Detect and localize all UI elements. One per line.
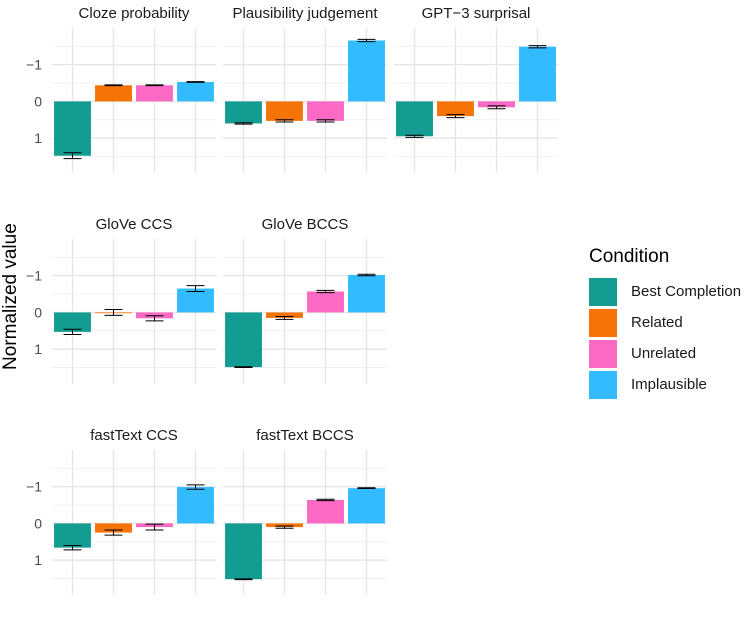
bar <box>266 312 303 318</box>
bar <box>266 101 303 121</box>
bar <box>348 488 385 524</box>
bar <box>348 274 385 313</box>
panel: fastText BCCS <box>223 427 387 595</box>
y-tick-label: −1 <box>26 268 42 284</box>
bar <box>307 291 344 313</box>
panel-title: GloVe CCS <box>96 216 173 233</box>
y-axis-title: Normalized value <box>0 223 21 370</box>
legend-label: Implausible <box>631 376 707 393</box>
legend-swatch <box>589 339 617 368</box>
bar <box>95 523 132 533</box>
legend: Condition Best Completion Related Unrela… <box>589 246 741 400</box>
panel: GloVe BCCS <box>223 216 387 384</box>
y-tick-label: 0 <box>34 93 42 109</box>
legend-swatch <box>589 277 617 306</box>
panel-title: Plausibility judgement <box>232 5 378 22</box>
bar <box>54 312 91 332</box>
panel: Plausibility judgement <box>223 5 387 173</box>
bar <box>54 523 91 548</box>
legend-label: Related <box>631 314 683 331</box>
bar <box>307 499 344 524</box>
y-tick-label: 1 <box>34 130 42 146</box>
panel-title: GloVe BCCS <box>262 216 349 233</box>
bar <box>54 101 91 156</box>
y-tick-label: 1 <box>34 341 42 357</box>
legend-label: Best Completion <box>631 283 742 300</box>
panel-title: GPT−3 surprisal <box>422 5 531 22</box>
panel: GloVe CCS −1 0 1 <box>26 216 216 384</box>
bar <box>225 312 262 368</box>
bar <box>177 81 214 102</box>
bar <box>396 101 433 137</box>
y-tick-label: 0 <box>34 515 42 531</box>
panel-title: fastText BCCS <box>256 427 354 444</box>
y-tick-label: −1 <box>26 479 42 495</box>
y-tick-label: 0 <box>34 304 42 320</box>
bar <box>95 85 132 102</box>
panel-title: Cloze probability <box>79 5 190 22</box>
bar <box>307 101 344 121</box>
panel: fastText CCS −1 0 1 <box>26 427 216 595</box>
legend-item-implausible: Implausible <box>589 369 741 400</box>
bar <box>177 487 214 524</box>
bar <box>348 40 385 102</box>
bar <box>177 288 214 313</box>
panel: GPT−3 surprisal <box>394 5 558 173</box>
bar <box>478 101 515 108</box>
bar <box>225 101 262 124</box>
panel: Cloze probability −1 0 1 <box>26 5 216 173</box>
legend-label: Unrelated <box>631 345 697 362</box>
legend-title: Condition <box>589 246 670 267</box>
panel-title: fastText CCS <box>90 427 178 444</box>
y-tick-label: 1 <box>34 552 42 568</box>
legend-swatch <box>589 370 617 399</box>
legend-item-unrelated: Unrelated <box>589 338 741 369</box>
bar <box>225 523 262 580</box>
bar <box>437 101 474 117</box>
legend-swatch <box>589 308 617 337</box>
bar <box>519 46 556 102</box>
legend-item-best-completion: Best Completion <box>589 276 741 307</box>
y-tick-label: −1 <box>26 57 42 73</box>
legend-item-related: Related <box>589 307 741 338</box>
bar <box>136 85 173 102</box>
bar <box>266 523 303 528</box>
